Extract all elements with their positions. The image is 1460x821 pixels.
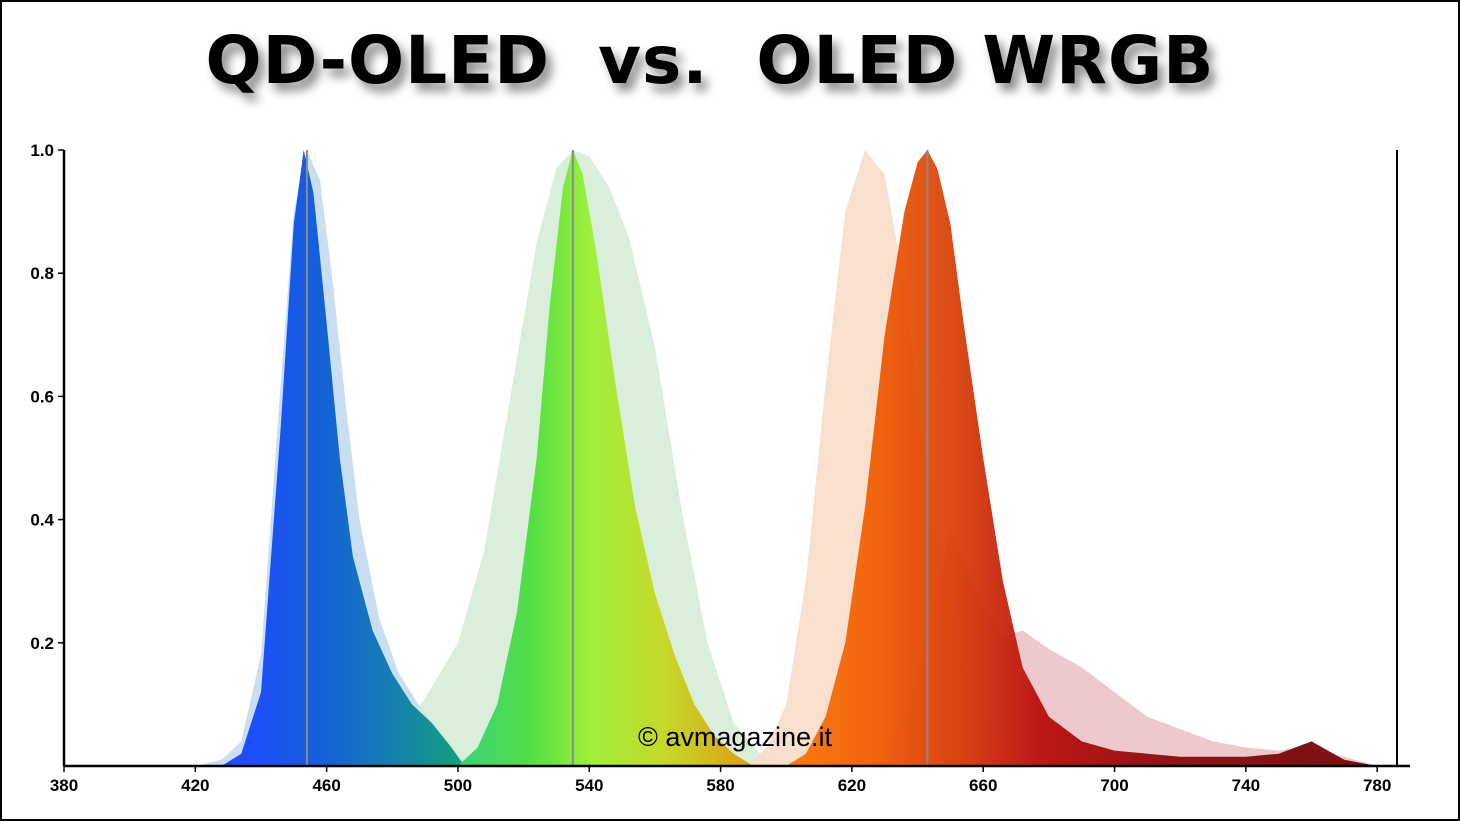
chart-title: QD-OLED vs. OLED WRGB	[205, 22, 1215, 99]
x-tick-label: 700	[1100, 776, 1128, 795]
y-tick-label: 0.8	[30, 264, 54, 283]
x-tick-label: 380	[50, 776, 78, 795]
series-woled-green	[457, 150, 754, 766]
x-tick-label: 540	[575, 776, 603, 795]
peak-lines-layer	[305, 150, 929, 766]
series-layer	[195, 150, 1378, 766]
y-tick-label: 0.6	[30, 387, 54, 406]
series-woled-orange-red	[786, 150, 1378, 766]
series-woled-blue	[221, 150, 465, 766]
x-tick-label: 460	[312, 776, 340, 795]
x-tick-label: 660	[969, 776, 997, 795]
watermark: © avmagazine.it	[638, 722, 832, 752]
tick-layer: 380 420 460 500 540 580 620 660 700 740 780 0.2 0.4 0…	[30, 141, 1391, 795]
y-tick-label: 0.4	[30, 511, 54, 530]
y-tick-label: 0.2	[30, 634, 54, 653]
x-tick-label: 620	[838, 776, 866, 795]
y-tick-label: 1.0	[30, 141, 54, 160]
x-tick-label: 420	[181, 776, 209, 795]
x-tick-label: 740	[1232, 776, 1260, 795]
x-tick-label: 500	[444, 776, 472, 795]
x-tick-label: 780	[1363, 776, 1391, 795]
x-tick-label: 580	[706, 776, 734, 795]
